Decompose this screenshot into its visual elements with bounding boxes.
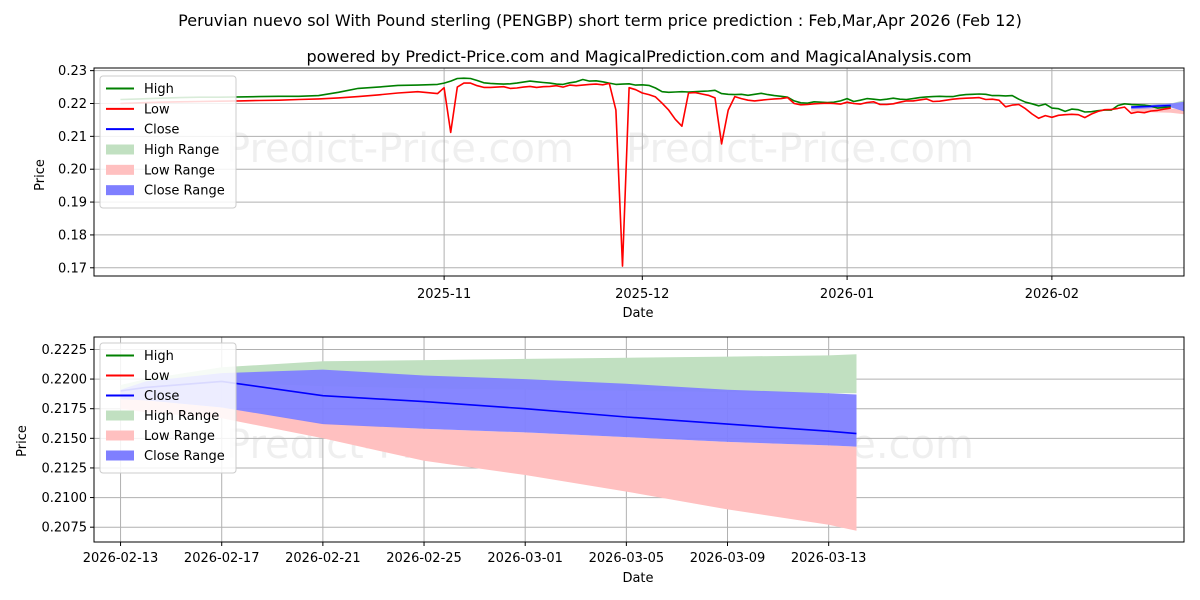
y-tick-label: 0.2100 bbox=[42, 491, 88, 506]
legend-label-close: Close bbox=[144, 123, 179, 138]
y-tick-label: 0.2200 bbox=[42, 373, 88, 388]
y-tick-label: 0.2125 bbox=[42, 461, 88, 476]
x-tick-label: 2026-02-25 bbox=[386, 551, 462, 566]
low-range-swatch bbox=[106, 164, 134, 175]
legend-label-low: Low bbox=[144, 369, 170, 384]
high-line bbox=[120, 77, 1171, 113]
y-axis-label: Price bbox=[33, 159, 48, 191]
axes-frame bbox=[93, 336, 1185, 543]
legend-label-low-range: Low Range bbox=[144, 429, 215, 444]
x-tick-label: 2025-12 bbox=[615, 287, 669, 302]
legend-label-close-range: Close Range bbox=[144, 184, 225, 199]
chart-top-overview: Predict-Price.com Predict-Price.com 2025… bbox=[33, 64, 1185, 321]
y-tick-label: 0.21 bbox=[58, 130, 87, 145]
legend-label-close-range: Close Range bbox=[144, 449, 225, 464]
close-range-swatch bbox=[106, 450, 134, 461]
y-tick-label: 0.23 bbox=[58, 64, 87, 79]
legend-label-high: High bbox=[144, 82, 174, 97]
x-tick-label: 2025-11 bbox=[417, 287, 471, 302]
close-range-band bbox=[120, 369, 857, 447]
legend-label-close: Close bbox=[144, 389, 179, 404]
y-tick-label: 0.17 bbox=[58, 261, 87, 276]
figure-title: Peruvian nuevo sol With Pound sterling (… bbox=[178, 11, 1022, 30]
y-tick-label: 0.2225 bbox=[42, 343, 88, 358]
y-tick-label: 0.2075 bbox=[42, 521, 88, 536]
x-tick-label: 2026-01 bbox=[820, 287, 874, 302]
range-bands bbox=[120, 354, 857, 531]
low-line bbox=[120, 82, 1171, 267]
y-tick-label: 0.18 bbox=[58, 228, 87, 243]
x-tick-label: 2026-02-17 bbox=[184, 551, 260, 566]
y-tick-label: 0.2150 bbox=[42, 432, 88, 447]
y-tick-label: 0.19 bbox=[58, 196, 87, 211]
legend-label-high-range: High Range bbox=[144, 143, 219, 158]
low-range-band bbox=[1131, 108, 1184, 146]
watermark-top-left: Predict-Price.com bbox=[226, 126, 574, 172]
y-tick-label: 0.22 bbox=[58, 97, 87, 112]
x-ticks: 2026-02-13 2026-02-17 2026-02-21 2026-02-25… bbox=[83, 542, 867, 566]
legend-label-high-range: High Range bbox=[144, 409, 219, 424]
x-tick-label: 2026-03-01 bbox=[487, 551, 563, 566]
close-range-swatch bbox=[106, 185, 134, 196]
x-axis-label: Date bbox=[622, 571, 653, 586]
x-tick-label: 2026-03-13 bbox=[791, 551, 867, 566]
x-ticks: 2025-11 2025-12 2026-01 2026-02 bbox=[417, 276, 1079, 302]
series-lines bbox=[120, 77, 1171, 267]
y-axis-label: Price bbox=[15, 425, 30, 457]
watermark-top-right: Predict-Price.com bbox=[626, 126, 974, 172]
legend: High Low Close High Range Low Range Close Ran… bbox=[99, 75, 237, 209]
chart-bottom-forecast: Predict-Price.com Predict-Price.com 2026… bbox=[15, 336, 1185, 586]
x-axis-label: Date bbox=[622, 306, 653, 321]
axes-frame bbox=[93, 67, 1185, 277]
high-range-swatch bbox=[106, 144, 134, 155]
legend-label-high: High bbox=[144, 349, 174, 364]
low-range-band bbox=[120, 396, 857, 531]
legend-label-low: Low bbox=[144, 102, 170, 117]
close-line bbox=[1131, 104, 1171, 108]
x-tick-label: 2026-02-13 bbox=[83, 551, 159, 566]
y-ticks: 0.2075 0.2100 0.2125 0.2150 0.2175 0.2200 0.22… bbox=[42, 343, 94, 536]
y-tick-label: 0.20 bbox=[58, 163, 87, 178]
x-tick-label: 2026-03-09 bbox=[690, 551, 766, 566]
figure-subtitle: powered by Predict-Price.com and Magical… bbox=[306, 47, 971, 66]
low-range-swatch bbox=[106, 430, 134, 441]
high-range-swatch bbox=[106, 410, 134, 421]
y-ticks: 0.17 0.18 0.19 0.20 0.21 0.22 0.23 bbox=[58, 64, 94, 276]
x-tick-label: 2026-03-05 bbox=[589, 551, 665, 566]
y-tick-label: 0.2175 bbox=[42, 402, 88, 417]
x-tick-label: 2026-02-21 bbox=[285, 551, 361, 566]
x-tick-label: 2026-02 bbox=[1025, 287, 1079, 302]
legend-label-low-range: Low Range bbox=[144, 163, 215, 178]
legend: High Low Close High Range Low Range Close Ran… bbox=[99, 342, 237, 474]
